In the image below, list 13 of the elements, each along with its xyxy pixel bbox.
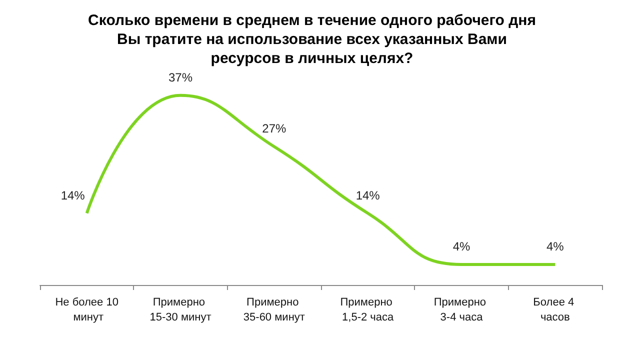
- data-label: 14%: [356, 188, 380, 202]
- x-tick-label: Примерно 15-30 минут: [150, 296, 212, 324]
- x-tick-label: Не более 10 минут: [55, 296, 118, 324]
- x-tick-label: Примерно 35-60 минут: [243, 296, 305, 324]
- x-tick-label: Примерно 3-4 часа: [434, 296, 490, 324]
- chart-title: Сколько времени в среднем в течение одного рабочего дня Вы тратите на использование всех указанных Вами ресурсов в личных целях?: [88, 12, 536, 67]
- data-label: 4%: [546, 240, 564, 254]
- data-label: 27%: [262, 122, 286, 136]
- data-label: 4%: [452, 240, 470, 254]
- x-tick-label: Примерно 1,5-2 часа: [340, 296, 396, 324]
- x-tick-label: Более 4 часов: [533, 296, 578, 324]
- data-label: 37%: [168, 70, 193, 84]
- data-label: 14%: [60, 188, 86, 202]
